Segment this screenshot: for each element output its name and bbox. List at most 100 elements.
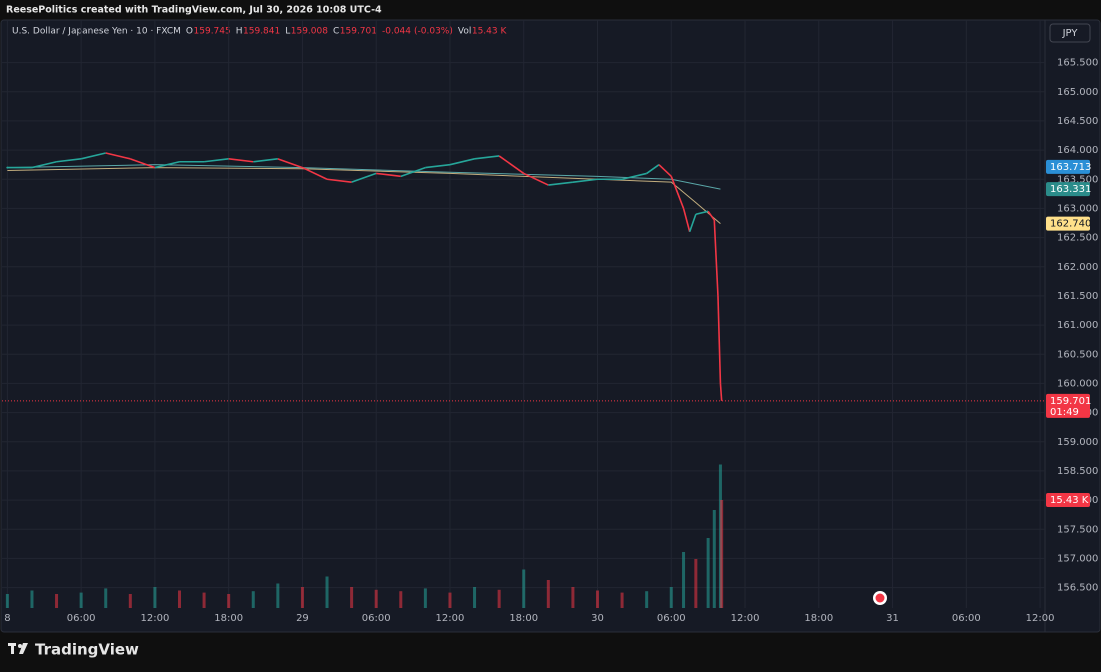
volume-bar xyxy=(5,594,9,608)
y-tick-label: 160.500 xyxy=(1057,349,1098,360)
volume-bar xyxy=(55,594,59,608)
countdown: 01:49 xyxy=(1050,407,1079,418)
price-segment xyxy=(376,172,401,178)
y-tick-label: 164.000 xyxy=(1057,145,1098,156)
legend-low-label: L xyxy=(285,27,290,37)
x-tick-label: 18:00 xyxy=(804,613,833,624)
volume-bar xyxy=(325,576,329,608)
volume-bar xyxy=(104,588,108,608)
price-segment xyxy=(154,160,180,169)
y-tick-label: 162.000 xyxy=(1057,262,1098,273)
volume-bar xyxy=(712,510,716,608)
price-tag xyxy=(1046,159,1090,174)
price-segment xyxy=(548,181,574,186)
price-segment xyxy=(621,172,647,181)
x-tick-label: 06:00 xyxy=(952,613,981,624)
brand-logo xyxy=(8,643,28,654)
price-segment xyxy=(474,155,500,160)
x-tick-label: 12:00 xyxy=(731,613,760,624)
volume-bar xyxy=(694,559,698,608)
volume-tag xyxy=(1046,492,1090,507)
price-segment xyxy=(203,158,229,163)
volume-bar xyxy=(128,594,132,608)
volume-tag-label: 15.43 K xyxy=(1050,495,1089,506)
price-segment xyxy=(277,158,303,169)
price-segment xyxy=(31,160,57,169)
volume-bar xyxy=(620,592,624,608)
x-tick-label: 06:00 xyxy=(657,613,686,624)
y-tick-label: 165.000 xyxy=(1057,87,1098,98)
legend-change: -0.044 xyxy=(382,27,411,37)
header-text: ReesePolitics created with TradingView.c… xyxy=(6,5,382,16)
volume-bar xyxy=(276,583,280,608)
y-tick-label: 161.500 xyxy=(1057,291,1098,302)
y-tick-label: 164.500 xyxy=(1057,116,1098,127)
price-segment xyxy=(400,166,426,178)
price-segment xyxy=(646,164,660,175)
price-segment xyxy=(56,158,82,163)
price-segment xyxy=(326,178,352,183)
y-tick-label: 162.500 xyxy=(1057,233,1098,244)
volume-bar xyxy=(682,552,686,608)
volume-bar xyxy=(153,587,157,608)
price-segment xyxy=(80,152,106,160)
plot: 156.500157.000157.500158.000158.500159.0… xyxy=(2,20,1098,624)
x-tick-label: 18:00 xyxy=(509,613,538,624)
volume-bar xyxy=(448,592,452,608)
volume-bar xyxy=(595,590,599,608)
price-segment xyxy=(682,208,691,232)
price-segment xyxy=(105,152,131,160)
legend-close-label: C xyxy=(333,27,339,37)
last-price-label: 159.701 xyxy=(1050,396,1091,407)
volume-bar xyxy=(227,594,231,608)
event-icon-inner xyxy=(875,593,885,603)
legend-volume-label: Vol xyxy=(458,27,471,37)
y-tick-label: 165.500 xyxy=(1057,58,1098,69)
price-segment xyxy=(523,172,549,186)
volume-bar xyxy=(522,569,526,608)
x-tick-label: 06:00 xyxy=(362,613,391,624)
volume-bar xyxy=(202,592,206,608)
last-price-tag xyxy=(1046,393,1090,418)
currency-button[interactable] xyxy=(1049,23,1091,43)
volume-bar xyxy=(669,587,673,608)
price-tag xyxy=(1046,216,1090,231)
volume-bar xyxy=(399,591,403,608)
price-segment xyxy=(695,210,709,216)
legend-high: 159.841 xyxy=(243,27,280,37)
price-segment xyxy=(719,383,723,401)
price-segment xyxy=(130,158,156,169)
price-segment xyxy=(707,210,715,221)
legend-close: 159.701 xyxy=(340,27,377,37)
y-tick-label: 161.000 xyxy=(1057,320,1098,331)
legend-change-pct: (-0.03%) xyxy=(414,27,453,37)
y-tick-label: 163.500 xyxy=(1057,174,1098,185)
x-tick-label: 12:00 xyxy=(1026,613,1055,624)
volume-bar xyxy=(720,499,724,608)
price-segment xyxy=(717,295,722,384)
price-segment xyxy=(351,172,377,183)
volume-bar xyxy=(374,589,378,608)
x-tick-label: 31 xyxy=(886,613,899,624)
legend-high-label: H xyxy=(236,27,243,37)
volume-bar xyxy=(546,580,550,608)
x-tick-label: 29 xyxy=(296,613,309,624)
x-tick-label: 12:00 xyxy=(140,613,169,624)
price-segment xyxy=(425,163,451,169)
currency-label: JPY xyxy=(1062,28,1079,39)
y-tick-label: 159.000 xyxy=(1057,437,1098,448)
price-segment xyxy=(302,166,328,180)
brand-name: TradingView xyxy=(35,641,139,659)
volume-bar xyxy=(177,590,181,608)
volume-bar xyxy=(251,591,255,608)
y-tick-label: 163.000 xyxy=(1057,203,1098,214)
volume-bar xyxy=(350,587,354,608)
price-segment xyxy=(688,213,697,233)
legend-symbol: U.S. Dollar / Japanese Yen · 10 · FXCM xyxy=(12,27,181,37)
x-tick-label: 06:00 xyxy=(67,613,96,624)
volume-bar xyxy=(497,589,501,608)
price-segment xyxy=(228,158,254,163)
y-tick-label: 157.000 xyxy=(1057,553,1098,564)
